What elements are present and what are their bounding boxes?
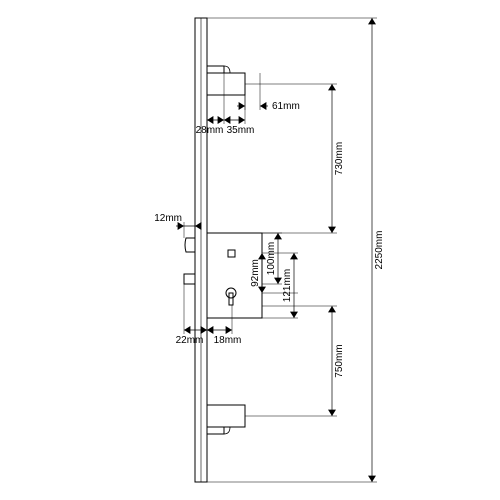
lock-diagram-svg: 2250mm 730mm 750mm 61mm 28mm35mm 12mm 22mm 18mm… bbox=[0, 0, 500, 500]
svg-text:12mm: 12mm bbox=[154, 213, 182, 224]
svg-text:61mm: 61mm bbox=[272, 101, 300, 112]
svg-text:92mm: 92mm bbox=[250, 259, 261, 287]
svg-text:121mm: 121mm bbox=[282, 269, 293, 302]
svg-text:22mm: 22mm bbox=[176, 335, 204, 346]
svg-text:35mm: 35mm bbox=[227, 125, 255, 136]
svg-text:750mm: 750mm bbox=[334, 344, 345, 377]
diagram-canvas: 2250mm 730mm 750mm 61mm 28mm35mm 12mm 22mm 18mm… bbox=[0, 0, 500, 500]
svg-text:2250mm: 2250mm bbox=[374, 231, 385, 270]
svg-text:18mm: 18mm bbox=[214, 335, 242, 346]
svg-text:730mm: 730mm bbox=[334, 142, 345, 175]
svg-text:28mm: 28mm bbox=[196, 125, 224, 136]
svg-text:100mm: 100mm bbox=[266, 242, 277, 275]
